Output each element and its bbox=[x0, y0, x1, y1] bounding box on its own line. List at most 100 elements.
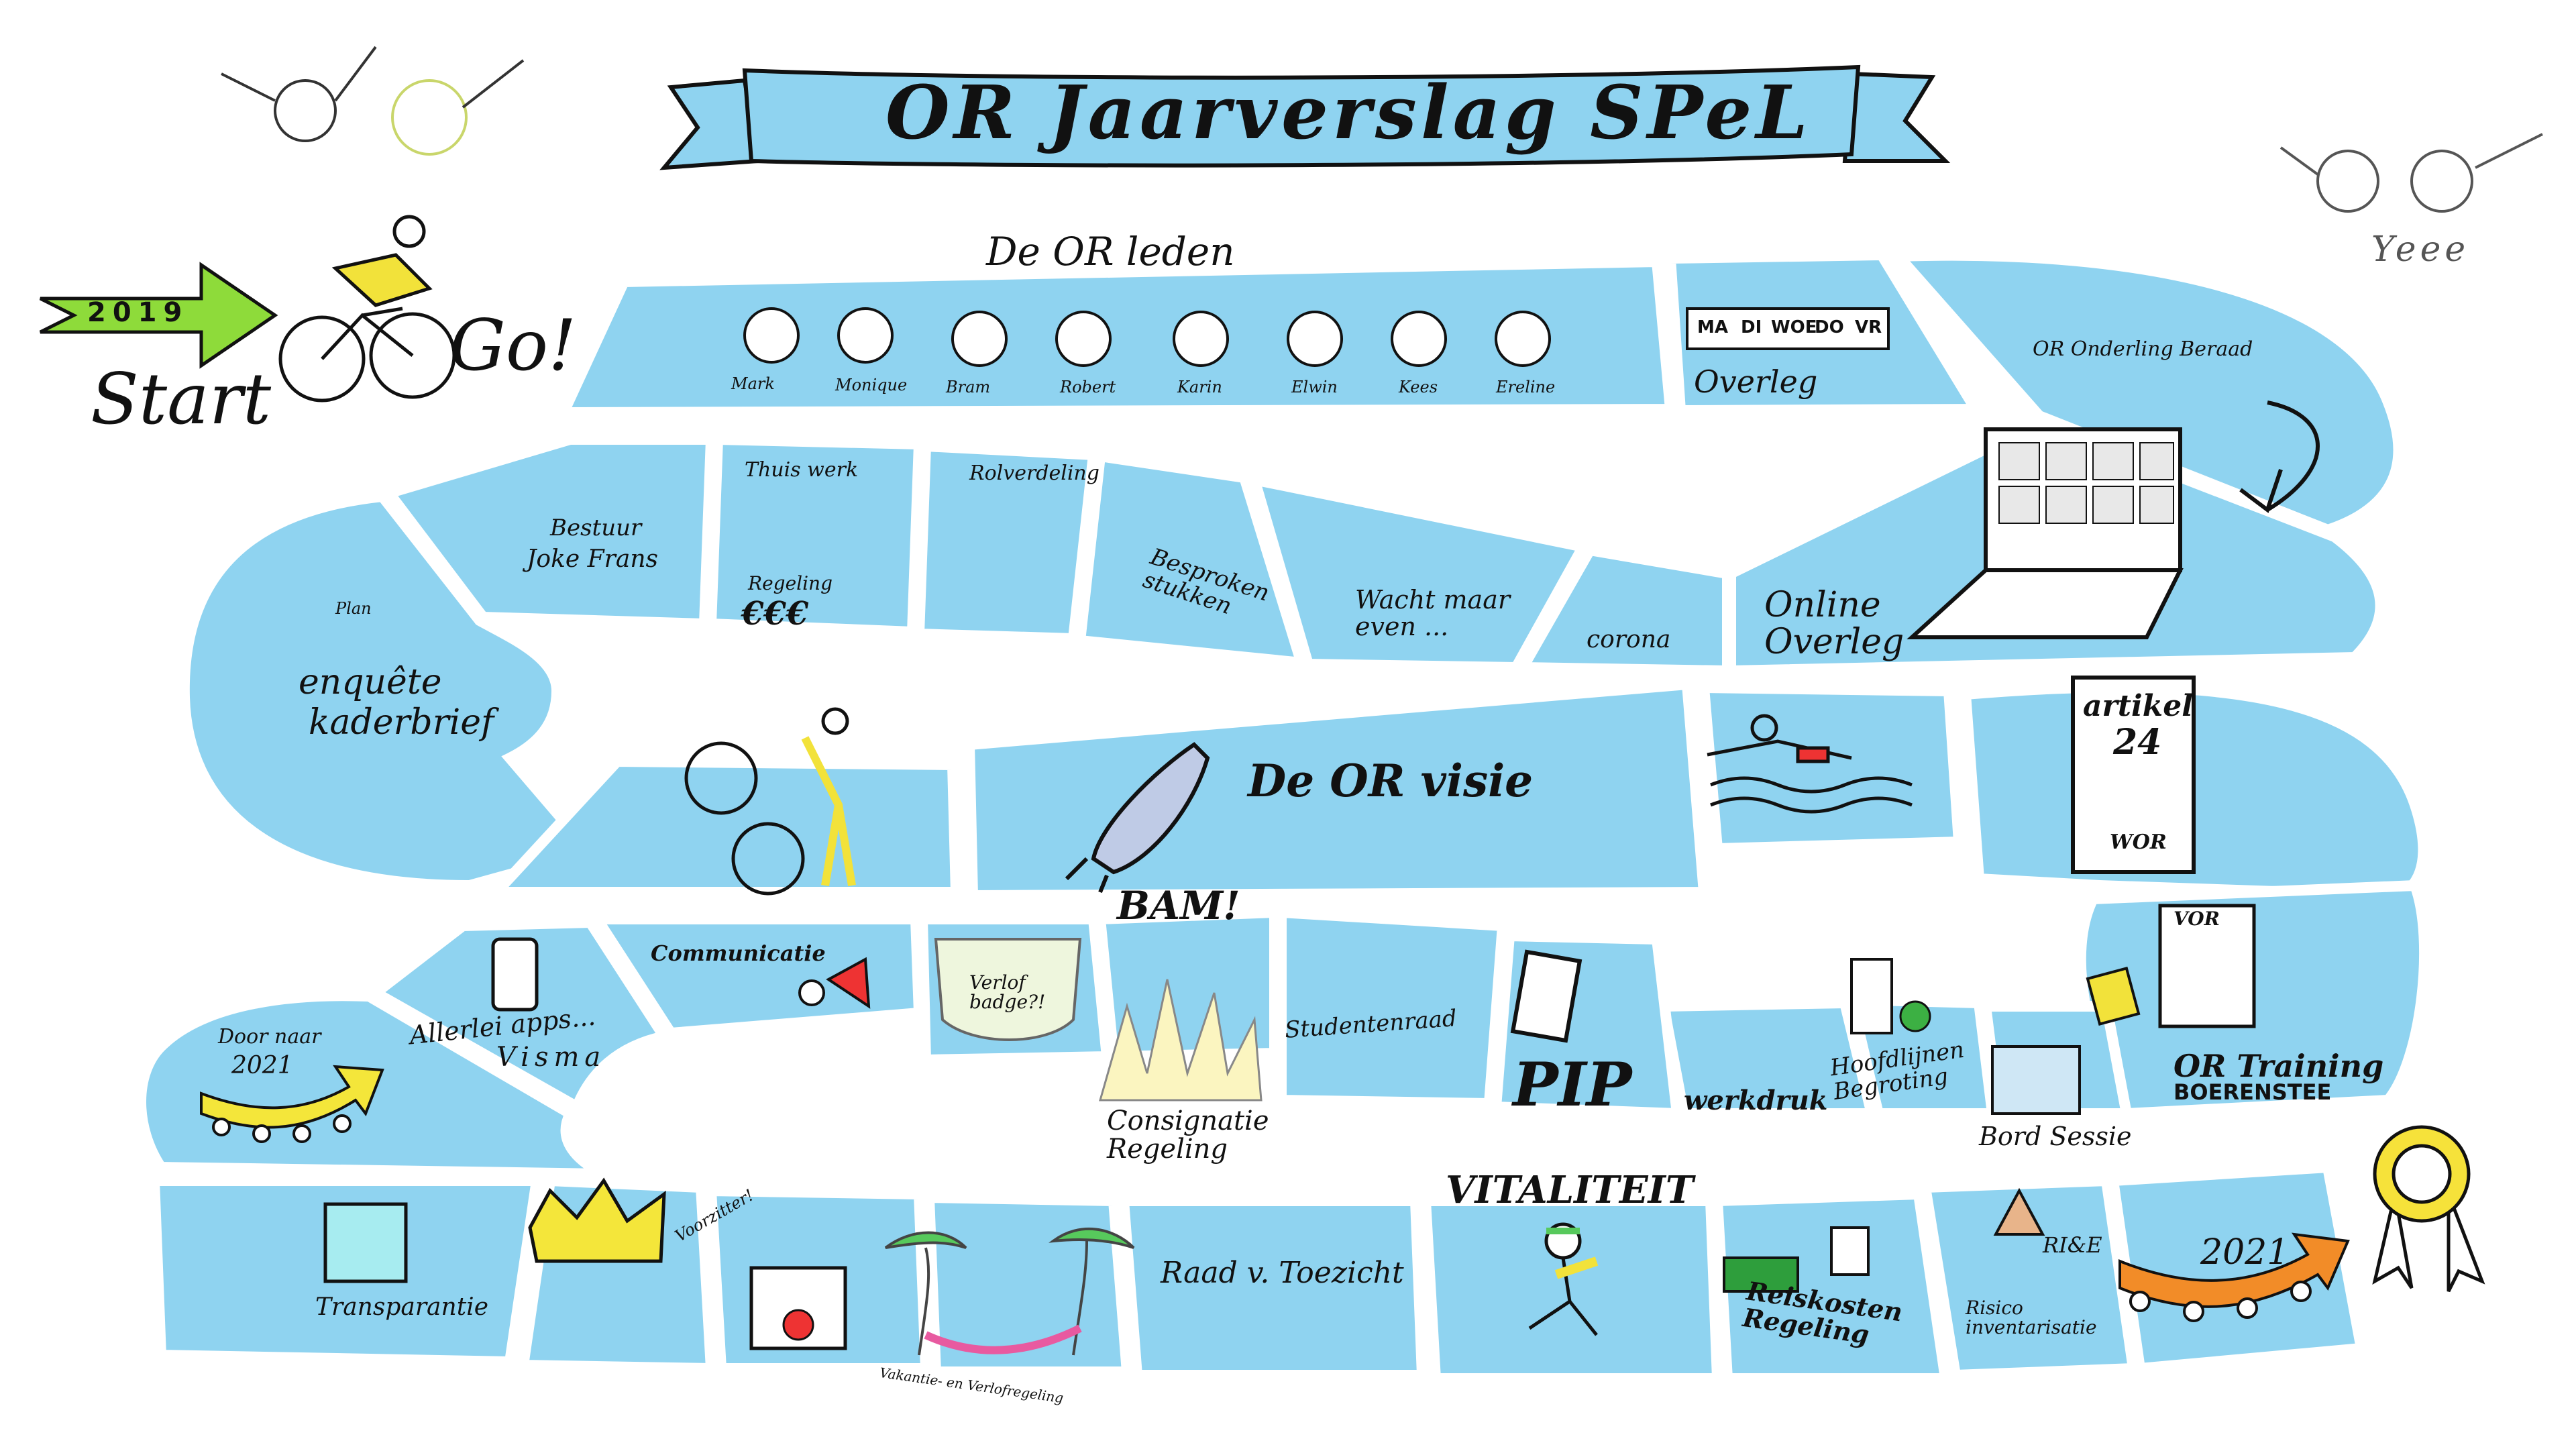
day-do: DO bbox=[1815, 317, 1844, 337]
rolverdeling-label: Rolverdeling bbox=[969, 462, 1099, 485]
megaphone-icon bbox=[798, 957, 871, 1009]
tile-thuiswerk bbox=[705, 433, 925, 638]
raad-toezicht-label: Raad v. Toezicht bbox=[1161, 1256, 1404, 1290]
face-monique-icon bbox=[837, 307, 894, 364]
tile-rie bbox=[1919, 1175, 2140, 1381]
explosion-icon bbox=[1099, 979, 1263, 1102]
door-naar-label: Door naar bbox=[218, 1025, 321, 1049]
werkdruk-label: werkdruk bbox=[1684, 1085, 1828, 1116]
consignatie-label: Consignatie Regeling bbox=[1107, 1106, 1269, 1165]
swimmer-icon bbox=[1707, 714, 1913, 814]
window-icon bbox=[323, 1202, 408, 1283]
door-naar-arrow-icon bbox=[200, 1065, 384, 1143]
tile-communicatie bbox=[587, 914, 925, 1039]
palm-icon bbox=[884, 1227, 1135, 1356]
member-name-bram: Bram bbox=[946, 378, 991, 396]
tile-swimmer bbox=[1698, 682, 1965, 855]
cheering-figures-icon bbox=[221, 46, 525, 156]
member-name-robert: Robert bbox=[1060, 378, 1116, 396]
day-woe: WOE bbox=[1771, 317, 1817, 337]
online-overleg-label: Online Overleg bbox=[1764, 585, 1904, 662]
yellow-book-icon bbox=[2086, 966, 2141, 1026]
onderling-beraad-label: OR Onderling Beraad bbox=[2033, 337, 2253, 361]
face-mark-icon bbox=[743, 307, 800, 364]
tile-kaderbrief bbox=[178, 490, 600, 892]
end-year-label: 2021 bbox=[2200, 1232, 2290, 1273]
regeling-label: Regeling bbox=[748, 572, 833, 594]
face-karin-icon bbox=[1173, 311, 1229, 367]
rosette-icon bbox=[2372, 1125, 2485, 1293]
or-training-label: OR Training bbox=[2174, 1048, 2384, 1084]
face-robert-icon bbox=[1055, 311, 1112, 367]
face-bram-icon bbox=[951, 311, 1008, 367]
warning-icon bbox=[1993, 1187, 2045, 1236]
risico-label: Risico inventarisatie bbox=[1966, 1297, 2097, 1339]
day-di: DI bbox=[1741, 317, 1762, 337]
euros-label: €€€ bbox=[741, 595, 809, 633]
bus-icon bbox=[1723, 1256, 1799, 1293]
day-vr: VR bbox=[1855, 317, 1882, 337]
tile-studentenraad bbox=[1276, 906, 1509, 1110]
tile-or-leden bbox=[555, 256, 1676, 419]
artikel-number: 24 bbox=[2113, 722, 2162, 763]
kaderbrief-label: kaderbrief bbox=[309, 702, 494, 743]
member-name-ereline: Ereline bbox=[1496, 378, 1556, 396]
laptop-icon bbox=[1907, 427, 2184, 639]
vitaliteit-label: VITALITEIT bbox=[1446, 1168, 1694, 1212]
visma-label: Visma bbox=[496, 1042, 606, 1073]
communicatie-label: Communicatie bbox=[651, 941, 826, 966]
enquete-label: enquête bbox=[299, 662, 442, 702]
tile-corona bbox=[1513, 544, 1733, 677]
bestuur-names: Joke Frans bbox=[527, 545, 658, 573]
bestuur-label: Bestuur bbox=[550, 515, 642, 541]
tile-raad-toezicht bbox=[1118, 1195, 1428, 1381]
or-visie-label: De OR visie bbox=[1248, 755, 1534, 807]
go-label: Go! bbox=[449, 305, 577, 386]
tile-onderling-beraad bbox=[1886, 250, 2404, 536]
tile-fiets bbox=[484, 755, 962, 898]
corona-label: corona bbox=[1587, 626, 1671, 653]
stunt-bike-icon bbox=[684, 707, 856, 896]
tile-bestuur bbox=[380, 434, 717, 630]
seal-icon bbox=[782, 1309, 814, 1341]
boerenstee-label: BOERENSTEE bbox=[2174, 1079, 2332, 1105]
runner-icon bbox=[1528, 1222, 1599, 1336]
tile-reiskosten bbox=[1711, 1188, 1952, 1384]
bam-label: BAM! bbox=[1117, 883, 1240, 928]
reiskosten-doc-icon bbox=[1830, 1226, 1870, 1276]
face-elwin-icon bbox=[1287, 311, 1343, 367]
thuiswerk-label: Thuis werk bbox=[745, 458, 859, 482]
transparantie-label: Transparantie bbox=[315, 1293, 488, 1321]
bordsessie-label: Bord Sessie bbox=[1979, 1122, 2132, 1151]
wacht-maar-label: Wacht maar even ... bbox=[1355, 585, 1511, 641]
rie-label: RI&E bbox=[2043, 1232, 2102, 1258]
euro-coin-icon bbox=[1899, 1000, 1931, 1032]
bordsessie-calendar-icon bbox=[1991, 1045, 2081, 1115]
building-icon bbox=[1850, 958, 1893, 1034]
start-arrow-icon bbox=[39, 262, 278, 369]
yeee-label: Yeee bbox=[2371, 229, 2470, 270]
pip-document-icon bbox=[1510, 949, 1582, 1043]
face-kees-icon bbox=[1391, 311, 1447, 367]
start-label: Start bbox=[91, 358, 272, 440]
rocket-icon bbox=[1065, 742, 1210, 894]
plan-label: Plan bbox=[335, 599, 372, 618]
training-board-icon bbox=[2158, 904, 2256, 1028]
phone-icon bbox=[491, 937, 539, 1012]
crown-icon bbox=[528, 1177, 666, 1263]
tile-apps bbox=[366, 916, 674, 1115]
tile-rolverdeling bbox=[913, 440, 1099, 645]
or-leden-heading: De OR leden bbox=[986, 229, 1235, 274]
wor-label: WOR bbox=[2110, 830, 2167, 854]
tile-consignatie bbox=[1094, 906, 1280, 1063]
member-name-elwin: Elwin bbox=[1291, 378, 1338, 396]
tile-besproken bbox=[1074, 449, 1309, 669]
member-name-kees: Kees bbox=[1399, 378, 1438, 396]
door-naar-year: 2021 bbox=[231, 1052, 293, 1079]
yeee-figures-icon bbox=[2279, 133, 2543, 213]
curved-arrow-icon bbox=[2239, 400, 2320, 513]
member-name-karin: Karin bbox=[1177, 378, 1222, 396]
tile-vitaliteit bbox=[1419, 1195, 1723, 1384]
member-name-monique: Monique bbox=[835, 376, 908, 394]
